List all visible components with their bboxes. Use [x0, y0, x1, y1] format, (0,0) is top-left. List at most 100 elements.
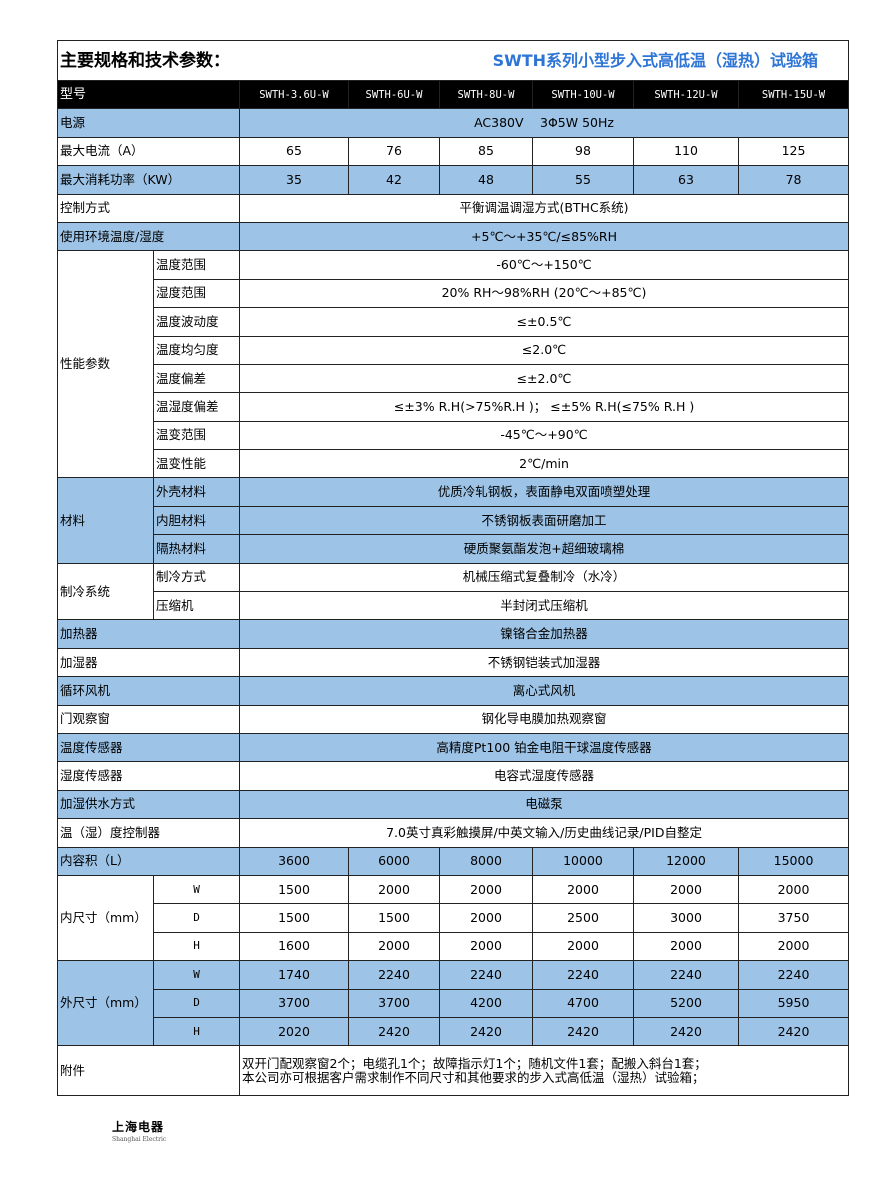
value-cell: 电容式湿度传感器 [238, 761, 850, 791]
value-cell: 1500 [239, 874, 349, 905]
table-row: 循环风机 离心式风机 [57, 676, 850, 706]
table-row: 门观察窗 钢化导电膜加热观察窗 [57, 704, 850, 734]
value-cell: ≤±2.0℃ [238, 363, 850, 394]
value-cell: 钢化导电膜加热观察窗 [238, 704, 850, 734]
table-row: 加湿供水方式 电磁泵 [57, 789, 850, 820]
value-cell: 1600 [239, 931, 349, 962]
value-cell: 2240 [348, 960, 440, 990]
value-cell: -45℃～+90℃ [238, 420, 850, 451]
value-cell: 2000 [439, 931, 533, 962]
table-row: 制冷系统 制冷方式 机械压缩式复叠制冷（水冷） [57, 562, 850, 621]
value-cell: 10000 [532, 846, 634, 876]
table-row: 内胆材料 不锈钢板表面研磨加工 [58, 505, 850, 536]
value-cell: 2240 [439, 960, 533, 990]
value-cell: 2420 [633, 1016, 739, 1047]
value-cell: 离心式风机 [238, 676, 850, 706]
spec-title: 主要规格和技术参数： [57, 40, 440, 81]
value-cell: 2240 [633, 960, 739, 990]
sub-label: 外壳材料 [153, 477, 240, 507]
value-cell: 平衡调温调湿方式(BTHC系统) [238, 193, 850, 223]
sub-label: H [153, 931, 240, 962]
value-cell: 不锈钢板表面研磨加工 [238, 505, 850, 536]
value-cell: 85 [439, 136, 533, 167]
table-row: D 3700 3700 4200 4700 5200 5950 [58, 988, 850, 1018]
value-cell: 2000 [633, 931, 739, 962]
table-row: H 1600 2000 2000 2000 2000 2000 [58, 931, 850, 962]
value-cell: 3750 [737, 903, 850, 933]
value-cell: ≤2.0℃ [238, 335, 850, 365]
value-cell: 2℃/min [238, 449, 850, 479]
value-cell: 1500 [239, 903, 349, 933]
table-row: 最大消耗功率（KW） 35 42 48 55 63 78 [57, 165, 850, 195]
value-cell: 2020 [239, 1016, 349, 1047]
value-cell: 2000 [439, 903, 533, 933]
logo-cn: 上海电器 [112, 1120, 165, 1134]
table-row: 温度均匀度 ≤2.0℃ [58, 335, 850, 365]
sub-label: 温变范围 [153, 420, 240, 451]
row-label: 最大消耗功率（KW） [57, 165, 240, 195]
group-label: 性能参数 [57, 250, 154, 479]
value-cell: 3600 [239, 846, 349, 876]
row-label: 最大电流（A） [57, 136, 240, 167]
sub-label: W [153, 874, 240, 905]
value-cell: 高精度Pt100 铂金电阻干球温度传感器 [238, 732, 850, 763]
row-label: 湿度传感器 [57, 761, 240, 791]
table-row: 加热器 镍铬合金加热器 [57, 619, 850, 649]
value-cell: 3000 [633, 903, 739, 933]
value-cell: 76 [348, 136, 440, 167]
model-label: 型号 [57, 79, 240, 110]
value-cell: 2500 [532, 903, 634, 933]
value-cell: 半封闭式压缩机 [238, 591, 850, 621]
value-cell: 6000 [348, 846, 440, 876]
sub-label: 内胆材料 [153, 505, 240, 536]
sub-label: D [153, 903, 240, 933]
group-label: 外尺寸（mm） [57, 960, 154, 1047]
value-cell: 42 [348, 165, 440, 195]
value-cell: ≤±3% R.H(>75%R.H )； ≤±5% R.H(≤75% R.H ) [238, 392, 850, 422]
value-cell: 4200 [439, 988, 533, 1018]
attachments-text: 双开门配观察窗2个；电缆孔1个；故障指示灯1个；随机文件1套；配搬入斜台1套；本… [238, 1045, 850, 1097]
sub-label: H [153, 1016, 240, 1047]
value-cell: 2420 [737, 1016, 850, 1047]
table-row: 温变性能 2℃/min [58, 449, 850, 479]
value-cell: 1740 [239, 960, 349, 990]
table-row: 湿度范围 20% RH～98%RH (20℃～+85℃) [58, 278, 850, 309]
value-cell: +5℃～+35℃/≤85%RH [238, 221, 850, 252]
sub-label: D [153, 988, 240, 1018]
model-header: SWTH-3.6U-W [239, 79, 349, 110]
value-cell: 硬质聚氨酯发泡+超细玻璃棉 [238, 534, 850, 564]
row-label: 加湿供水方式 [57, 789, 240, 820]
value-cell: 3700 [348, 988, 440, 1018]
value-cell: 2000 [737, 931, 850, 962]
value-cell: 机械压缩式复叠制冷（水冷） [238, 562, 850, 593]
row-label: 温度传感器 [57, 732, 240, 763]
row-label: 加热器 [57, 619, 240, 649]
table-row: D 1500 1500 2000 2500 3000 3750 [58, 903, 850, 933]
table-row: 加湿器 不锈钢铠装式加湿器 [57, 647, 850, 678]
value-cell: 4700 [532, 988, 634, 1018]
sub-label: 温度均匀度 [153, 335, 240, 365]
value-cell: AC380V 3Φ5W 50Hz [238, 108, 850, 138]
value-cell: 98 [532, 136, 634, 167]
row-label: 控制方式 [57, 193, 240, 223]
model-header: SWTH-8U-W [439, 79, 533, 110]
table-row: 控制方式 平衡调温调湿方式(BTHC系统) [57, 193, 850, 223]
value-cell: 8000 [439, 846, 533, 876]
model-row: 型号 SWTH-3.6U-W SWTH-6U-W SWTH-8U-W SWTH-10U… [57, 79, 850, 110]
value-cell: 镍铬合金加热器 [238, 619, 850, 649]
table-row: 电源 AC380V 3Φ5W 50Hz [57, 108, 850, 138]
value-cell: 5200 [633, 988, 739, 1018]
value-cell: 55 [532, 165, 634, 195]
sub-label: 温变性能 [153, 449, 240, 479]
row-label: 循环风机 [57, 676, 240, 706]
value-cell: 63 [633, 165, 739, 195]
value-cell: 2000 [348, 931, 440, 962]
series-title: SWTH系列小型步入式高低温（湿热）试验箱 [439, 40, 850, 81]
sub-label: 制冷方式 [153, 562, 240, 593]
sub-label: 湿度范围 [153, 278, 240, 309]
table-row: 内容积（L） 3600 6000 8000 10000 12000 15000 [57, 846, 850, 876]
value-cell: 2000 [532, 931, 634, 962]
table-row: 湿度传感器 电容式湿度传感器 [57, 761, 850, 791]
value-cell: 不锈钢铠装式加湿器 [238, 647, 850, 678]
model-header: SWTH-6U-W [348, 79, 440, 110]
